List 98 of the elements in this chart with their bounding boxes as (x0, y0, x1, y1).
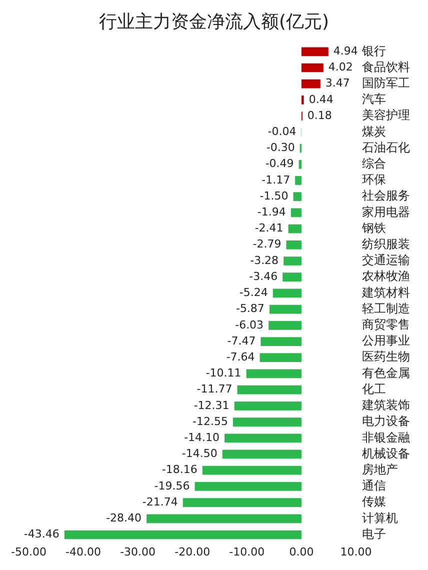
y-tick-label: 通信 (362, 478, 386, 493)
y-tick-label: 钢铁 (361, 220, 386, 235)
bar (282, 272, 302, 282)
x-tick-label: 10.00 (340, 545, 372, 558)
y-tick-label: 食品饮料 (362, 60, 410, 74)
data-label: -6.03 (235, 318, 264, 332)
x-tick-label: 0.00 (289, 545, 314, 558)
y-tick-label: 轻工制造 (362, 301, 410, 316)
y-tick-label: 有色金属 (362, 366, 410, 380)
data-label: -3.46 (249, 270, 278, 283)
bar (222, 450, 302, 459)
data-label: -11.77 (196, 382, 232, 396)
y-tick-label: 传媒 (362, 494, 386, 509)
bar (146, 514, 302, 524)
y-tick-label: 计算机 (362, 510, 398, 525)
y-tick-label: 机械设备 (362, 446, 410, 460)
y-tick-label: 非银金融 (362, 430, 410, 444)
data-label: -18.16 (162, 463, 198, 476)
data-label: -5.24 (239, 286, 268, 300)
data-label: -1.50 (260, 189, 288, 202)
bar (202, 466, 302, 475)
y-tick-label: 电子 (362, 526, 386, 541)
bar (272, 288, 302, 298)
chart-title: 行业主力资金净流入额(亿元) (98, 11, 330, 32)
y-tick-label: 石油石化 (362, 140, 410, 154)
bar (64, 530, 302, 540)
data-label: -43.46 (24, 528, 60, 541)
y-tick-label: 电力设备 (362, 414, 410, 428)
bar (194, 482, 302, 491)
data-label: 3.47 (325, 76, 350, 90)
y-tick-label: 农林牧渔 (362, 269, 410, 284)
data-label: -28.40 (106, 512, 142, 525)
data-label: -2.79 (252, 238, 282, 251)
bar (301, 47, 328, 56)
data-label: -10.11 (206, 366, 242, 380)
y-tick-label: 纺织服装 (362, 237, 410, 252)
x-tick-label: -50.00 (10, 545, 46, 558)
y-tick-label: 建筑装饰 (361, 398, 410, 412)
bar (269, 304, 302, 314)
y-tick-label: 国防军工 (362, 76, 410, 90)
data-label: -21.74 (142, 495, 178, 508)
bar (224, 434, 302, 443)
bar (286, 240, 302, 250)
y-tick-label: 商贸零售 (362, 318, 410, 332)
y-tick-label: 房地产 (362, 462, 398, 476)
data-label: 0.18 (307, 108, 332, 122)
bar (234, 401, 302, 410)
y-tick-label: 环保 (362, 172, 386, 187)
bar (288, 224, 302, 234)
data-label: -0.49 (265, 157, 294, 170)
data-label: 4.02 (328, 60, 353, 74)
bar (182, 498, 302, 507)
data-label: -12.55 (192, 414, 228, 428)
data-label: 0.44 (308, 92, 334, 106)
bar (301, 63, 324, 72)
data-label: -7.47 (227, 334, 256, 348)
data-label: -14.10 (184, 430, 220, 444)
data-label: 4.94 (333, 44, 358, 58)
x-tick-label: -40.00 (66, 545, 102, 558)
y-tick-label: 家用电器 (362, 204, 410, 219)
data-label: -0.04 (268, 125, 296, 138)
y-tick-label: 煤炭 (362, 124, 386, 138)
y-tick-label: 公用事业 (362, 334, 410, 348)
y-tick-label: 汽车 (362, 92, 386, 106)
y-tick-label: 社会服务 (362, 188, 410, 203)
y-tick-label: 综合 (362, 156, 386, 170)
bar (284, 256, 302, 266)
data-label: -12.31 (194, 398, 230, 412)
bar (290, 208, 302, 218)
bar (233, 418, 302, 426)
data-label: -5.87 (236, 302, 264, 316)
bar (246, 369, 302, 378)
data-label: -7.64 (226, 350, 255, 364)
x-tick-label: -20.00 (174, 545, 210, 558)
y-tick-label: 交通运输 (362, 253, 410, 268)
data-label: -14.50 (182, 447, 218, 460)
data-label: -0.30 (266, 141, 295, 154)
bar (260, 337, 302, 346)
y-tick-label: 化工 (362, 382, 386, 396)
bar (295, 176, 302, 185)
data-label: -19.56 (154, 479, 190, 492)
data-label: -1.94 (257, 206, 286, 219)
bar (298, 160, 302, 169)
bar (237, 385, 302, 394)
y-tick-label: 建筑材料 (361, 285, 410, 300)
data-label: -3.28 (250, 254, 279, 267)
bar (268, 320, 302, 330)
y-tick-label: 银行 (361, 44, 386, 58)
bar (301, 79, 320, 88)
x-tick-label: -10.00 (229, 545, 265, 558)
data-label: -2.41 (254, 222, 284, 235)
x-tick-label: -30.00 (120, 545, 156, 558)
bar (293, 192, 302, 202)
data-label: -1.17 (262, 173, 290, 186)
bar (260, 353, 302, 362)
y-tick-label: 医药生物 (362, 350, 410, 364)
y-tick-label: 美容护理 (362, 108, 410, 122)
bar (301, 96, 304, 104)
